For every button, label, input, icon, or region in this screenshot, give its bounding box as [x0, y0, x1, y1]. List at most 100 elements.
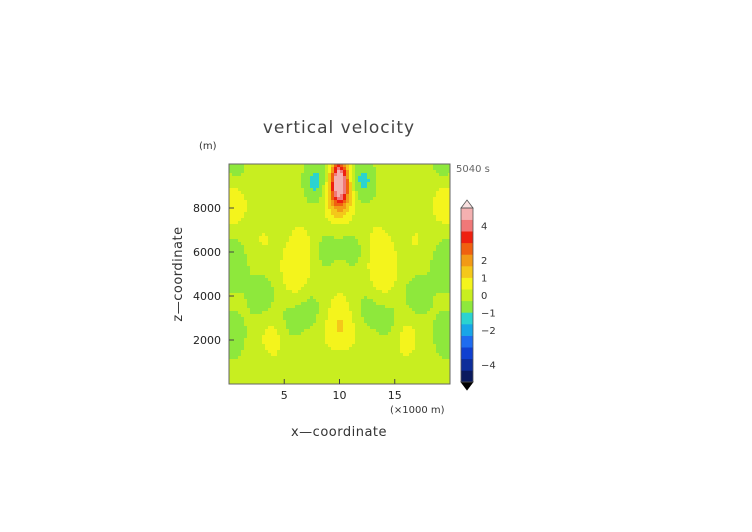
- contour-cell: [238, 248, 242, 252]
- contour-cell: [283, 326, 287, 330]
- contour-cell: [433, 329, 437, 333]
- contour-cell: [241, 245, 245, 249]
- contour-cell: [265, 260, 269, 264]
- contour-cell: [304, 221, 308, 225]
- contour-cell: [325, 362, 329, 366]
- contour-cell: [277, 170, 281, 174]
- contour-cell: [253, 236, 257, 240]
- contour-cell: [280, 353, 284, 357]
- contour-cell: [358, 245, 362, 249]
- contour-cell: [406, 272, 410, 276]
- contour-cell: [229, 251, 233, 255]
- contour-cell: [352, 332, 356, 336]
- contour-cell: [289, 212, 293, 216]
- contour-cell: [355, 248, 359, 252]
- contour-cell: [247, 218, 251, 222]
- contour-cell: [274, 338, 278, 342]
- contour-cell: [271, 266, 275, 270]
- contour-cell: [316, 221, 320, 225]
- contour-cell: [439, 263, 443, 267]
- contour-cell: [421, 251, 425, 255]
- contour-cell: [400, 203, 404, 207]
- contour-cell: [439, 272, 443, 276]
- contour-cell: [316, 206, 320, 210]
- contour-cell: [433, 242, 437, 246]
- contour-cell: [325, 200, 329, 204]
- contour-cell: [316, 290, 320, 294]
- contour-cell: [388, 197, 392, 201]
- contour-cell: [409, 281, 413, 285]
- contour-cell: [283, 236, 287, 240]
- contour-cell: [283, 350, 287, 354]
- contour-cell: [439, 305, 443, 309]
- contour-cell: [355, 197, 359, 201]
- contour-cell: [322, 182, 326, 186]
- contour-cell: [388, 296, 392, 300]
- contour-cell: [247, 299, 251, 303]
- contour-cell: [361, 218, 365, 222]
- contour-cell: [286, 329, 290, 333]
- contour-cell: [424, 239, 428, 243]
- contour-cell: [433, 239, 437, 243]
- contour-cell: [292, 284, 296, 288]
- contour-cell: [256, 167, 260, 171]
- contour-cell: [253, 233, 257, 237]
- contour-cell: [334, 326, 338, 330]
- contour-cell: [400, 179, 404, 183]
- contour-cell: [295, 284, 299, 288]
- contour-cell: [331, 224, 335, 228]
- contour-cell: [304, 170, 308, 174]
- contour-cell: [412, 305, 416, 309]
- contour-cell: [286, 296, 290, 300]
- contour-cell: [283, 323, 287, 327]
- contour-cell: [400, 293, 404, 297]
- contour-cell: [313, 212, 317, 216]
- contour-cell: [307, 287, 311, 291]
- contour-cell: [442, 227, 446, 231]
- contour-cell: [424, 329, 428, 333]
- contour-cell: [430, 224, 434, 228]
- contour-cell: [328, 362, 332, 366]
- contour-cell: [259, 254, 263, 258]
- contour-cell: [235, 308, 239, 312]
- contour-cell: [238, 356, 242, 360]
- contour-cell: [394, 314, 398, 318]
- contour-cell: [445, 170, 449, 174]
- contour-cell: [337, 191, 341, 195]
- contour-cell: [316, 230, 320, 234]
- contour-cell: [445, 323, 449, 327]
- contour-cell: [241, 332, 245, 336]
- contour-cell: [364, 242, 368, 246]
- contour-cell: [400, 260, 404, 264]
- contour-cell: [247, 332, 251, 336]
- contour-cell: [262, 170, 266, 174]
- contour-cell: [301, 188, 305, 192]
- contour-cell: [355, 350, 359, 354]
- contour-cell: [439, 278, 443, 282]
- contour-cell: [271, 197, 275, 201]
- contour-cell: [433, 338, 437, 342]
- contour-cell: [334, 248, 338, 252]
- contour-cell: [313, 263, 317, 267]
- contour-cell: [298, 227, 302, 231]
- contour-cell: [403, 179, 407, 183]
- contour-cell: [343, 263, 347, 267]
- contour-cell: [235, 284, 239, 288]
- contour-cell: [403, 251, 407, 255]
- contour-cell: [400, 344, 404, 348]
- contour-cell: [364, 275, 368, 279]
- contour-cell: [427, 266, 431, 270]
- contour-cell: [310, 248, 314, 252]
- contour-cell: [280, 251, 284, 255]
- contour-cell: [244, 251, 248, 255]
- contour-cell: [388, 191, 392, 195]
- contour-cell: [445, 356, 449, 360]
- contour-cell: [394, 203, 398, 207]
- contour-cell: [289, 275, 293, 279]
- contour-cell: [337, 320, 341, 324]
- contour-cell: [289, 197, 293, 201]
- contour-cell: [325, 230, 329, 234]
- contour-cell: [286, 326, 290, 330]
- contour-cell: [277, 221, 281, 225]
- contour-cell: [229, 320, 233, 324]
